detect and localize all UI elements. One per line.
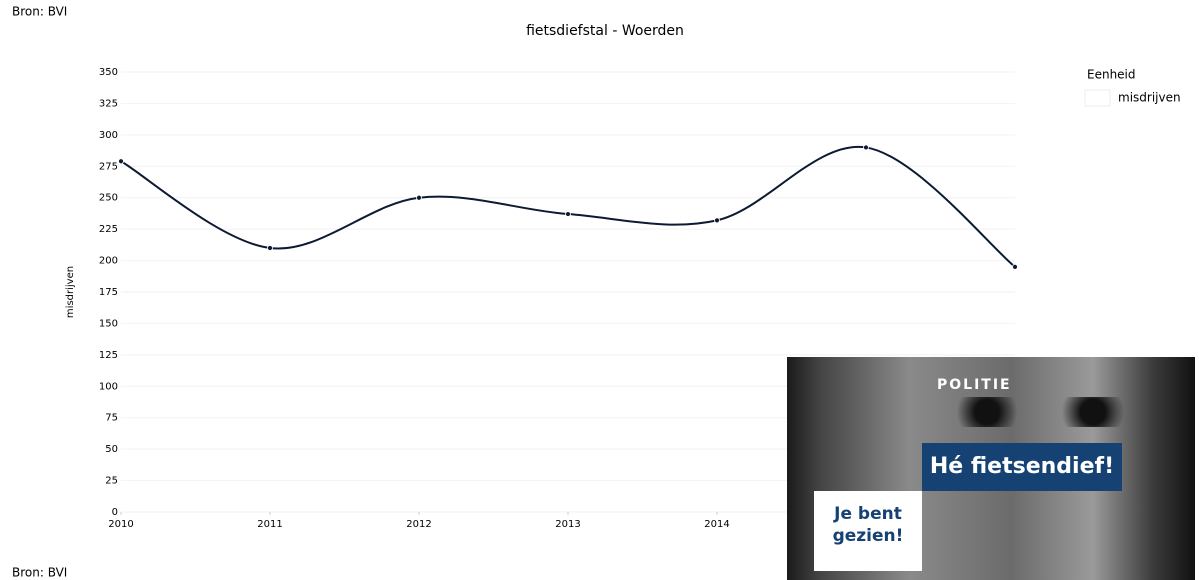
- point: [416, 194, 422, 201]
- y-tick-label: 300: [99, 130, 118, 141]
- y-tick-label: 0: [112, 507, 118, 518]
- point: [863, 144, 869, 151]
- ad-headline: Hé fietsendief!: [922, 443, 1122, 491]
- y-tick-label: 200: [99, 256, 118, 267]
- ad-brand: POLITIE: [937, 377, 1012, 393]
- y-tick-label: 150: [99, 318, 118, 329]
- ad-subline: Je bent gezien!: [814, 491, 922, 571]
- y-tick-label: 25: [105, 476, 118, 487]
- y-tick-label: 250: [99, 193, 118, 204]
- y-tick-label: 325: [99, 98, 118, 109]
- y-tick-label: 175: [99, 287, 118, 298]
- legend-title: Eenheid: [1087, 68, 1136, 82]
- point: [118, 158, 124, 165]
- point: [565, 211, 571, 217]
- y-tick-label: 75: [105, 413, 118, 424]
- y-tick-label: 350: [99, 67, 118, 78]
- x-tick-label: 2014: [704, 519, 729, 530]
- source-top: Bron: BVI: [12, 5, 67, 19]
- x-tick-label: 2010: [108, 519, 133, 530]
- legend-label: misdrijven: [1118, 91, 1181, 105]
- y-tick-label: 275: [99, 161, 118, 172]
- y-tick-label: 225: [99, 224, 118, 235]
- chart-title: fietsdiefstal - Woerden: [526, 23, 684, 39]
- y-tick-label: 100: [99, 381, 118, 392]
- ad-face: [937, 397, 1137, 427]
- source-bottom: Bron: BVI: [12, 566, 67, 580]
- x-tick-label: 2011: [257, 519, 282, 530]
- point: [1012, 263, 1018, 270]
- legend-swatch: [1084, 89, 1111, 107]
- point: [267, 245, 273, 251]
- point: [714, 217, 720, 224]
- x-tick-label: 2012: [406, 519, 431, 530]
- y-tick-label: 125: [99, 350, 118, 361]
- y-axis-label: misdrijven: [65, 266, 76, 318]
- x-tick-label: 2013: [555, 519, 580, 530]
- ad-image: POLITIE Hé fietsendief! Je bent gezien!: [787, 357, 1195, 580]
- y-tick-label: 50: [105, 444, 118, 455]
